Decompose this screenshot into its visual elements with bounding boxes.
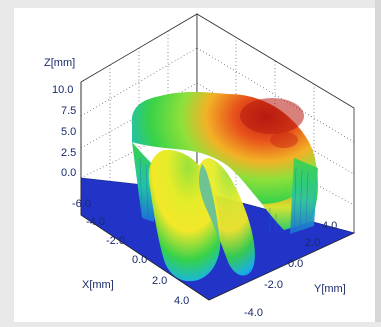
y-tick-label: 0.0 — [288, 258, 303, 270]
y-tick-label: -2.0 — [264, 279, 283, 291]
front-edges — [80, 82, 355, 301]
y-axis-label: Y[mm] — [314, 283, 346, 295]
x-tick-label: 0.0 — [132, 254, 147, 266]
plot-panel: Z[mm] 10.0 7.5 5.0 2.5 0.0 -6.0 -4.0 -2.… — [14, 8, 375, 322]
window-edge — [375, 0, 381, 322]
x-tick-label: -2.0 — [106, 235, 125, 247]
y-tick-label: 4.0 — [322, 220, 337, 232]
z-tick-label: 7.5 — [61, 105, 76, 117]
surface-body — [131, 92, 318, 282]
z-tick-label: 2.5 — [61, 147, 76, 159]
y-tick-label: -4.0 — [244, 307, 263, 319]
z-axis-label: Z[mm] — [44, 57, 75, 69]
surface-plot: Z[mm] 10.0 7.5 5.0 2.5 0.0 -6.0 -4.0 -2.… — [44, 13, 356, 319]
x-tick-label: -6.0 — [72, 198, 91, 210]
z-tick-label: 5.0 — [61, 126, 76, 138]
x-axis-label: X[mm] — [82, 279, 114, 291]
z-tick-label: 10.0 — [52, 84, 73, 96]
x-tick-label: -4.0 — [86, 216, 105, 228]
x-tick-label: 2.0 — [152, 275, 167, 287]
y-tick-label: 2.0 — [305, 237, 320, 249]
x-tick-label: 4.0 — [174, 295, 189, 307]
z-tick-label: 0.0 — [61, 167, 76, 179]
